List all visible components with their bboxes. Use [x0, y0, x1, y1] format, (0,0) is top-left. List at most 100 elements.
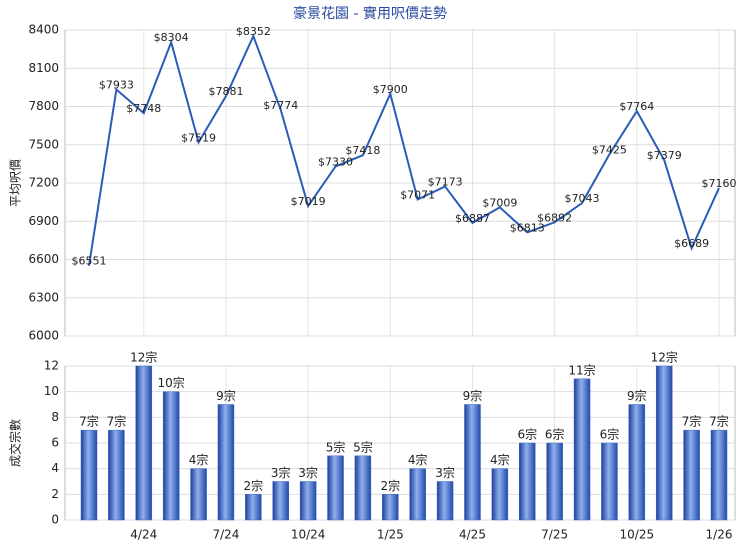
data-label: $7881	[208, 85, 243, 98]
bar	[382, 494, 399, 521]
y-tick-label: 7500	[28, 137, 59, 151]
bar	[272, 481, 289, 521]
y-tick-label: 6300	[28, 290, 59, 304]
data-label: $7379	[647, 149, 682, 162]
bar	[245, 494, 262, 521]
y-tick-label: 8	[51, 410, 59, 424]
data-label: 10宗	[158, 375, 185, 390]
data-label: $6892	[537, 211, 572, 224]
bar	[108, 429, 125, 521]
data-label: $7173	[428, 175, 463, 188]
data-label: 11宗	[568, 362, 595, 377]
data-label: $7774	[263, 99, 298, 112]
data-label: 7宗	[682, 414, 702, 429]
y-tick-label: 6	[51, 436, 59, 450]
y-tick-label: 6900	[28, 214, 59, 228]
y-tick-label: 12	[44, 359, 59, 373]
data-label: 9宗	[627, 388, 647, 403]
data-label: $7330	[318, 155, 353, 168]
bar	[80, 429, 98, 521]
y-axis-label: 平均呎價	[9, 159, 23, 207]
data-label: 12宗	[651, 350, 678, 365]
chart-title: 豪景花園 - 實用呎價走勢	[293, 5, 447, 22]
bar	[354, 455, 372, 521]
data-label: $7425	[592, 143, 627, 156]
bar	[327, 455, 344, 521]
x-tick-label: 1/25	[377, 528, 404, 542]
data-label: $6887	[455, 212, 490, 225]
data-label: $7519	[181, 131, 216, 144]
data-label: 2宗	[380, 478, 400, 493]
data-label: 4宗	[189, 452, 209, 467]
data-label: $7160	[702, 177, 737, 190]
x-tick-label: 7/25	[541, 528, 568, 542]
data-label: $7418	[345, 144, 380, 157]
data-label: $6813	[510, 221, 545, 234]
x-tick-label: 1/26	[706, 528, 733, 542]
bar	[628, 404, 646, 521]
data-label: $7009	[482, 196, 517, 209]
bar	[436, 481, 454, 521]
data-label: 9宗	[463, 388, 483, 403]
y-tick-label: 10	[44, 384, 59, 398]
bar	[491, 468, 509, 521]
data-label: 2宗	[244, 478, 264, 493]
x-tick-label: 4/25	[459, 528, 486, 542]
data-label: $7019	[291, 195, 326, 208]
y-tick-label: 8100	[28, 61, 59, 75]
data-label: $8304	[154, 31, 189, 44]
y-tick-label: 6600	[28, 252, 59, 266]
data-label: $6689	[674, 237, 709, 250]
bar	[135, 365, 153, 521]
x-tick-label: 10/25	[620, 528, 655, 542]
x-tick-label: 4/24	[130, 528, 157, 542]
x-tick-label: 7/24	[212, 528, 239, 542]
bar	[217, 404, 235, 521]
data-label: 4宗	[408, 452, 428, 467]
data-label: $7748	[126, 102, 161, 115]
bar	[464, 404, 481, 521]
bar	[519, 442, 536, 521]
data-label: $7764	[619, 100, 654, 113]
y-tick-label: 7800	[28, 99, 59, 113]
bar	[683, 429, 700, 521]
data-label: 7宗	[79, 414, 99, 429]
y-tick-label: 2	[51, 487, 59, 501]
data-label: 3宗	[271, 465, 291, 480]
bar	[655, 365, 673, 521]
data-label: 3宗	[298, 465, 318, 480]
data-label: 6宗	[545, 427, 565, 442]
data-label: 12宗	[130, 350, 157, 365]
bar	[190, 468, 207, 521]
bar	[409, 468, 426, 521]
data-label: 7宗	[107, 414, 127, 429]
data-label: 9宗	[216, 388, 236, 403]
data-label: $7043	[565, 192, 600, 205]
data-label: $8352	[236, 25, 271, 38]
data-label: 4宗	[490, 452, 510, 467]
y-tick-label: 4	[51, 461, 59, 475]
y-axis-label: 成交宗數	[8, 419, 23, 467]
bar	[601, 442, 618, 521]
data-label: 6宗	[600, 427, 620, 442]
data-label: $7071	[400, 188, 435, 201]
data-label: $7900	[373, 83, 408, 96]
data-label: 3宗	[435, 465, 455, 480]
y-tick-label: 0	[51, 513, 59, 527]
bar	[546, 442, 563, 521]
line	[88, 33, 720, 266]
data-label: 5宗	[353, 439, 373, 454]
data-label: $7933	[99, 79, 134, 92]
data-label: 5宗	[326, 439, 346, 454]
bar	[710, 429, 728, 521]
data-label: 6宗	[517, 427, 537, 442]
data-label: $6551	[72, 255, 107, 268]
y-tick-label: 6000	[28, 329, 59, 343]
y-tick-label: 8400	[28, 23, 59, 37]
y-tick-label: 7200	[28, 176, 59, 190]
data-label: 7宗	[709, 414, 729, 429]
bar	[299, 481, 317, 521]
x-tick-label: 10/24	[291, 528, 326, 542]
bar	[573, 378, 591, 521]
